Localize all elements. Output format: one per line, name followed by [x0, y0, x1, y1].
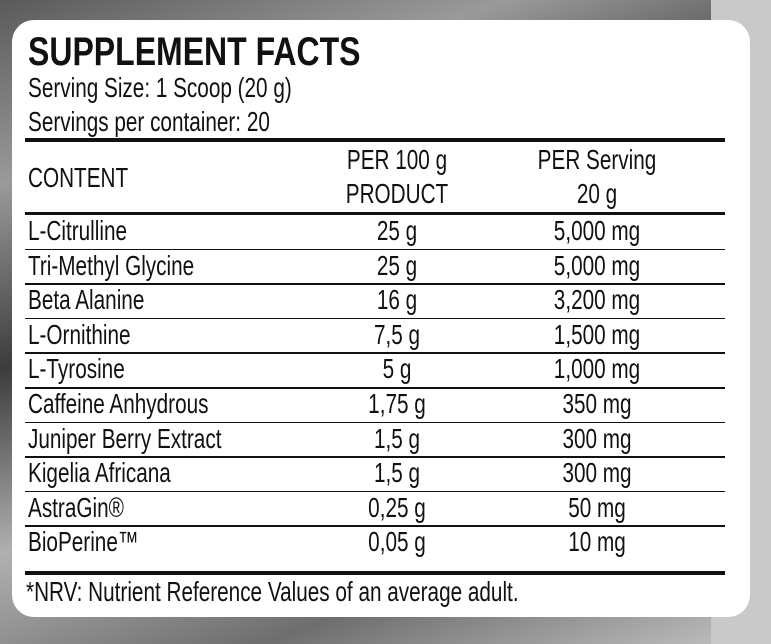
per-serving-value: 10 mg [568, 526, 626, 558]
per-100g-value: 1,5 g [373, 457, 421, 489]
row-divider [25, 352, 725, 354]
row-divider [25, 387, 725, 389]
per-serving-value: 5,000 mg [553, 215, 641, 246]
per-100g-value: 5 g [382, 353, 412, 385]
title: SUPPLEMENT FACTS [28, 30, 361, 74]
ingredient-name: Tri-Methyl Glycine [28, 249, 195, 281]
serving-size: Serving Size: 1 Scoop (20 g) [28, 72, 292, 103]
row-divider [25, 490, 725, 493]
per-serving-value: 1,000 mg [553, 353, 641, 385]
ingredient-name: L-Tyrosine [28, 353, 125, 385]
per-serving-value: 50 mg [568, 491, 626, 523]
per-100g-value: 25 g [376, 215, 418, 246]
row-divider [25, 317, 725, 320]
ingredient-name: L-Citrulline [28, 215, 128, 246]
per-100g-value: 25 g [376, 249, 418, 281]
header-per100-line1: PER 100 g [346, 144, 448, 175]
row-divider [25, 248, 725, 251]
per-serving-value: 5,000 mg [553, 249, 641, 281]
per-serving-value: 300 mg [562, 422, 632, 454]
header-perserving-line1: PER Serving [537, 144, 657, 175]
per-100g-value: 1,75 g [368, 388, 426, 419]
supplement-facts-card: SUPPLEMENT FACTS Serving Size: 1 Scoop (… [12, 20, 750, 617]
divider-thick [25, 138, 725, 142]
per-100g-value: 7,5 g [373, 318, 421, 350]
per-100g-value: 16 g [376, 284, 418, 316]
row-divider [25, 283, 725, 285]
row-divider [25, 525, 725, 527]
per-serving-value: 350 mg [562, 388, 632, 419]
per-serving-value: 1,500 mg [553, 318, 641, 350]
ingredient-name: Juniper Berry Extract [28, 422, 222, 454]
divider-thick-bottom [25, 571, 725, 575]
row-divider [25, 456, 725, 458]
ingredient-name: Beta Alanine [28, 284, 145, 316]
servings-per-container: Servings per container: 20 [28, 106, 270, 137]
footnote: *NRV: Nutrient Reference Values of an av… [26, 576, 519, 607]
header-content: CONTENT [28, 162, 129, 193]
row-divider [25, 421, 725, 424]
header-per100-line2: PRODUCT [345, 178, 449, 209]
per-serving-value: 300 mg [562, 457, 632, 489]
divider-header [25, 212, 725, 215]
per-100g-value: 0,05 g [368, 526, 426, 558]
ingredient-name: Caffeine Anhydrous [28, 388, 209, 419]
per-serving-value: 3,200 mg [553, 284, 641, 316]
ingredient-name: AstraGin® [28, 491, 124, 523]
ingredient-name: BioPerine™ [28, 526, 139, 558]
per-100g-value: 1,5 g [373, 422, 421, 454]
per-100g-value: 0,25 g [368, 491, 426, 523]
ingredient-name: L-Ornithine [28, 318, 131, 350]
header-perserving-line2: 20 g [576, 178, 618, 209]
ingredient-name: Kigelia Africana [28, 457, 171, 489]
